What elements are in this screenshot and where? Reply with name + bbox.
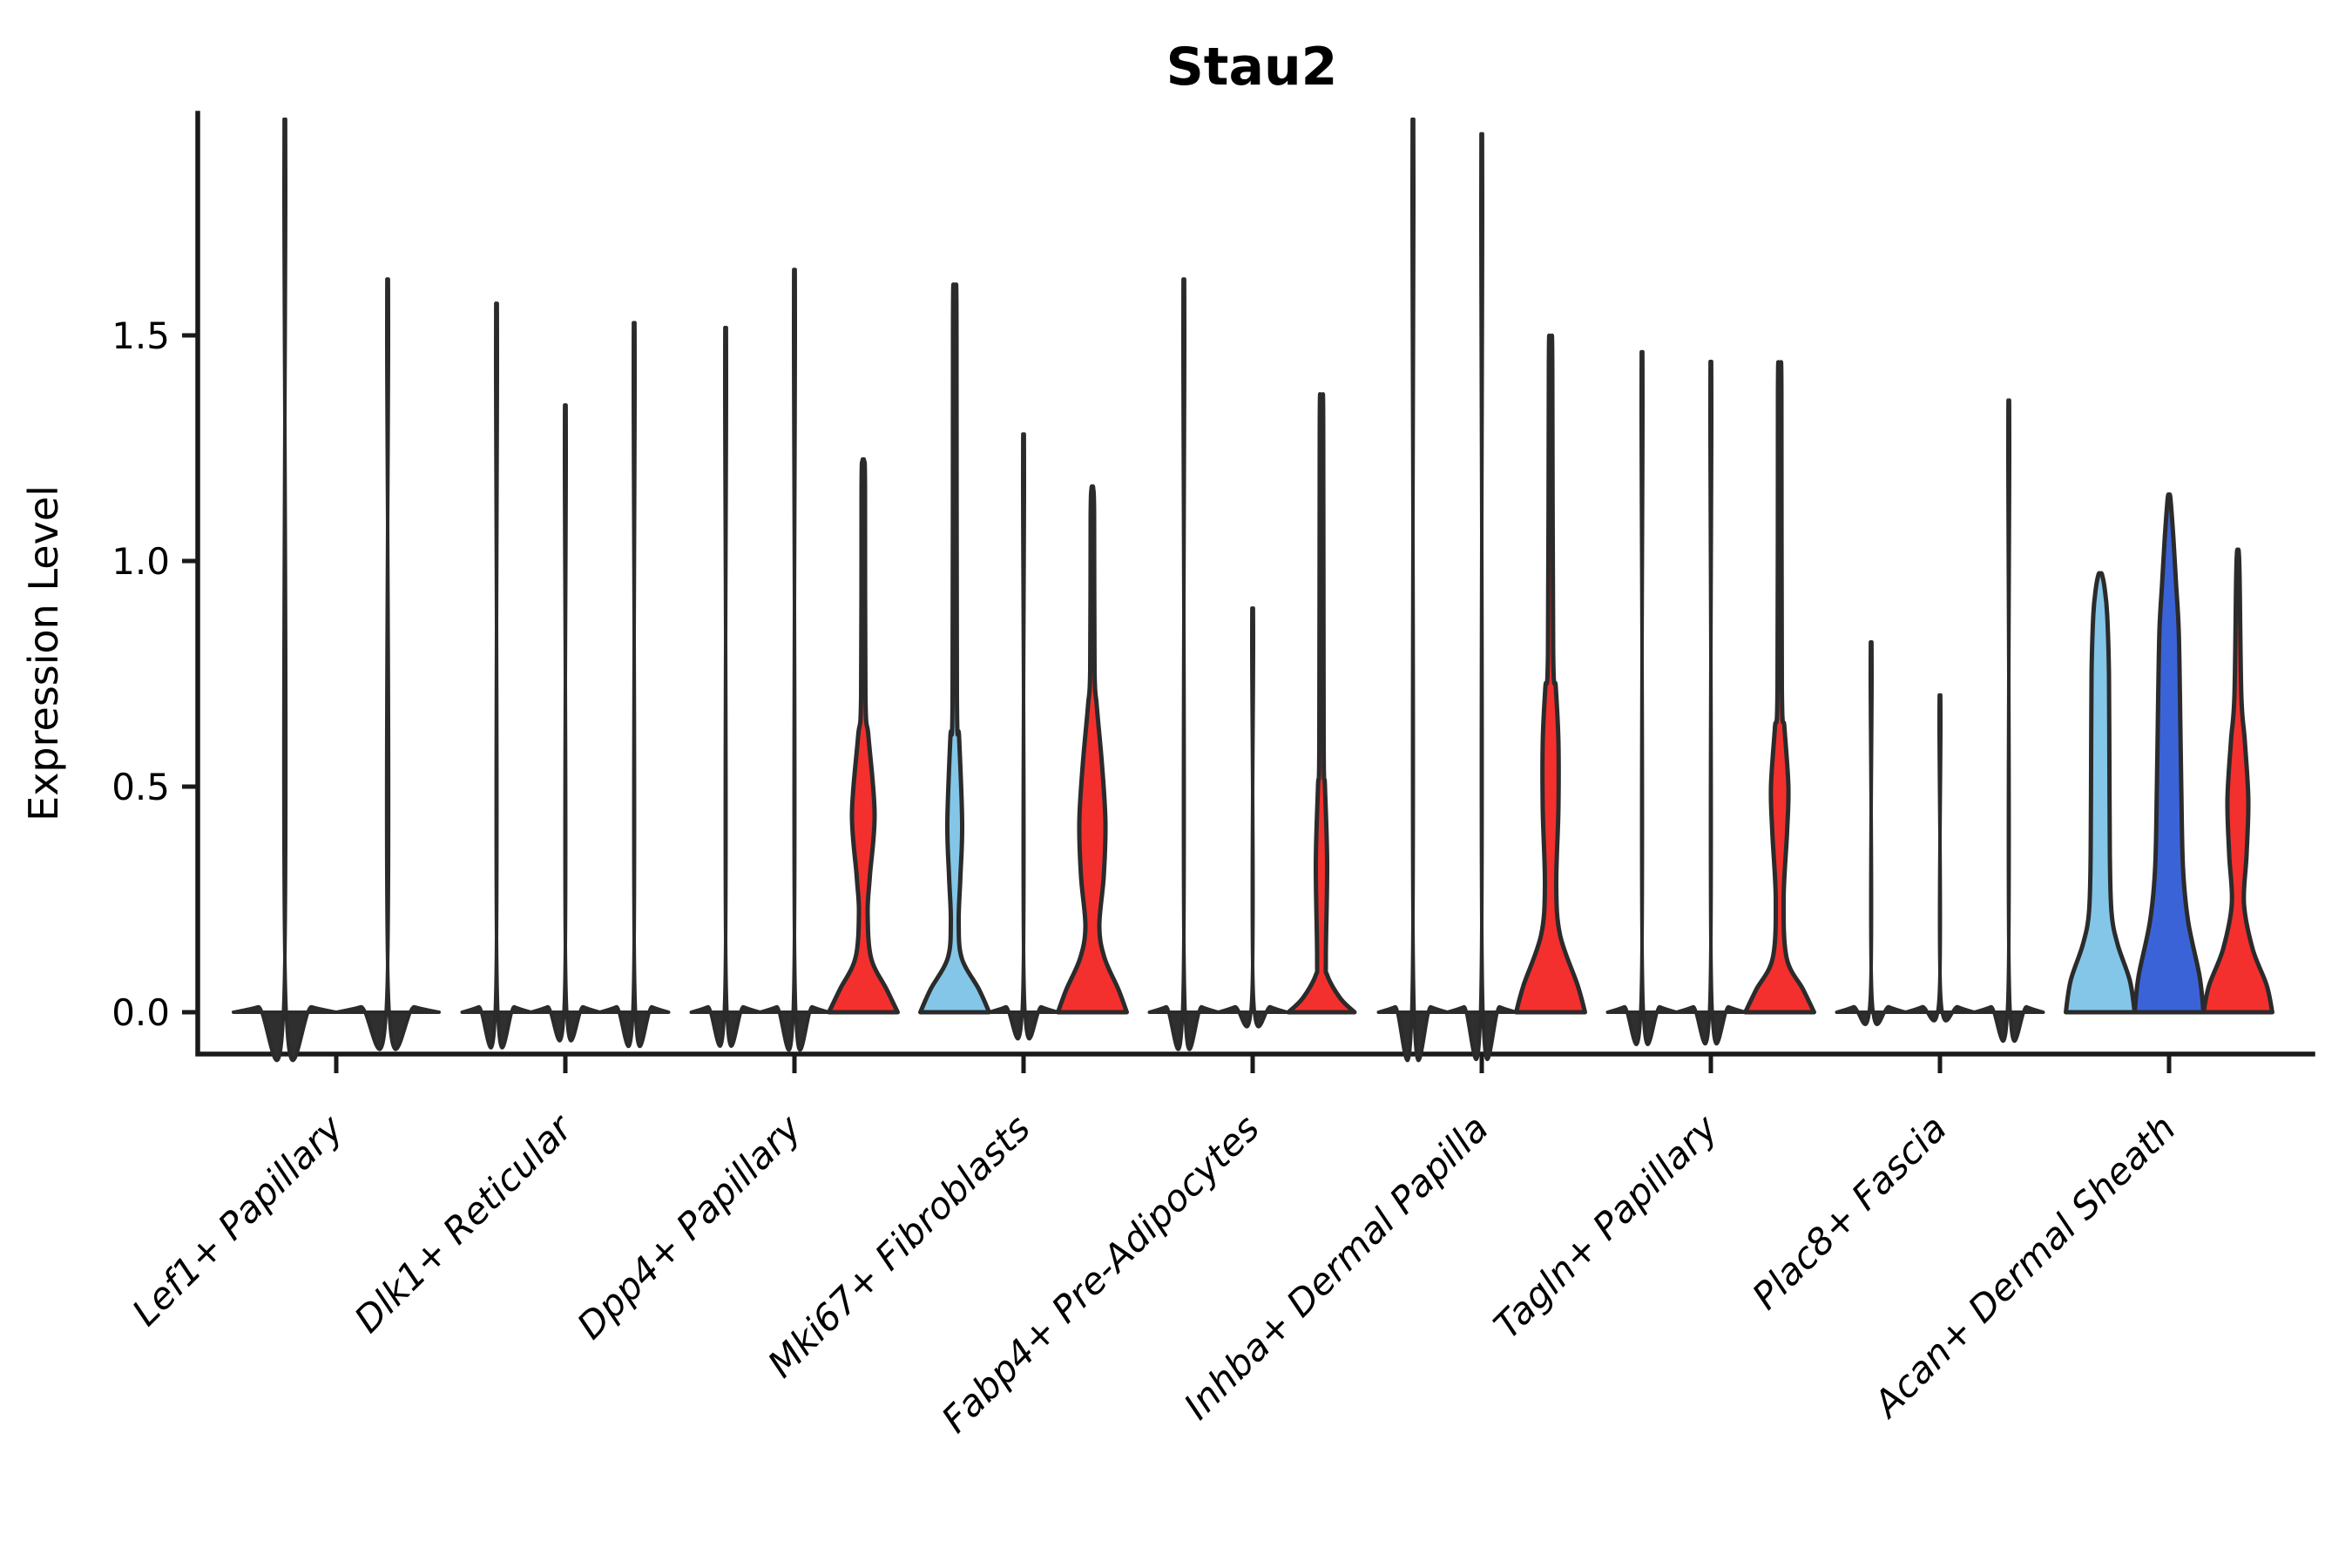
violin-shape xyxy=(2201,547,2274,1015)
violin-shape xyxy=(987,432,1060,1041)
violin-shape xyxy=(1972,398,2045,1043)
y-axis-label: Expression Level xyxy=(20,485,67,821)
x-category-label: Tagln+ Papillary xyxy=(1485,1106,1727,1348)
x-category-label: Lef1+ Papillary xyxy=(124,1106,352,1335)
y-tick-label: 1.5 xyxy=(112,314,170,357)
x-category-label: Plac8+ Fascia xyxy=(1744,1106,1955,1317)
x-category-label: Dpp4+ Papillary xyxy=(569,1106,810,1348)
axis-spines xyxy=(195,111,2315,1057)
violin-shape xyxy=(460,301,533,1050)
violin-shape xyxy=(1286,392,1357,1015)
violin-shape xyxy=(1445,132,1518,1062)
violin-shape xyxy=(827,456,900,1015)
violin-shape xyxy=(1743,360,1816,1015)
y-tick-label: 1.0 xyxy=(112,540,170,583)
violin-shape xyxy=(335,277,441,1051)
violin-shape xyxy=(529,402,602,1043)
violin-shape xyxy=(1514,333,1587,1015)
violin-shape xyxy=(1056,483,1129,1015)
violin-shape xyxy=(758,267,831,1052)
y-tick-label: 0.5 xyxy=(112,766,170,808)
y-tick-label: 0.0 xyxy=(112,991,170,1034)
violin-shape xyxy=(232,118,338,1063)
violin-shape xyxy=(1216,606,1289,1029)
violin-shape xyxy=(598,321,671,1048)
x-category-label: Dlk1+ Reticular xyxy=(346,1105,582,1341)
violin-shape xyxy=(1903,693,1977,1023)
violin-shape xyxy=(1605,349,1679,1046)
violin-shape xyxy=(918,282,991,1015)
violin-shape xyxy=(1147,277,1220,1051)
x-category-label: Mki67+ Fibroblasts xyxy=(760,1106,1038,1385)
violin-shape xyxy=(1835,639,1908,1026)
violin-shape xyxy=(1674,359,1747,1045)
chart-title: Stau2 xyxy=(1166,37,1338,98)
violin-shape xyxy=(2132,492,2206,1015)
violin-shape xyxy=(2064,571,2137,1015)
violin-shape xyxy=(689,326,762,1048)
violin-shape xyxy=(1376,118,1450,1063)
